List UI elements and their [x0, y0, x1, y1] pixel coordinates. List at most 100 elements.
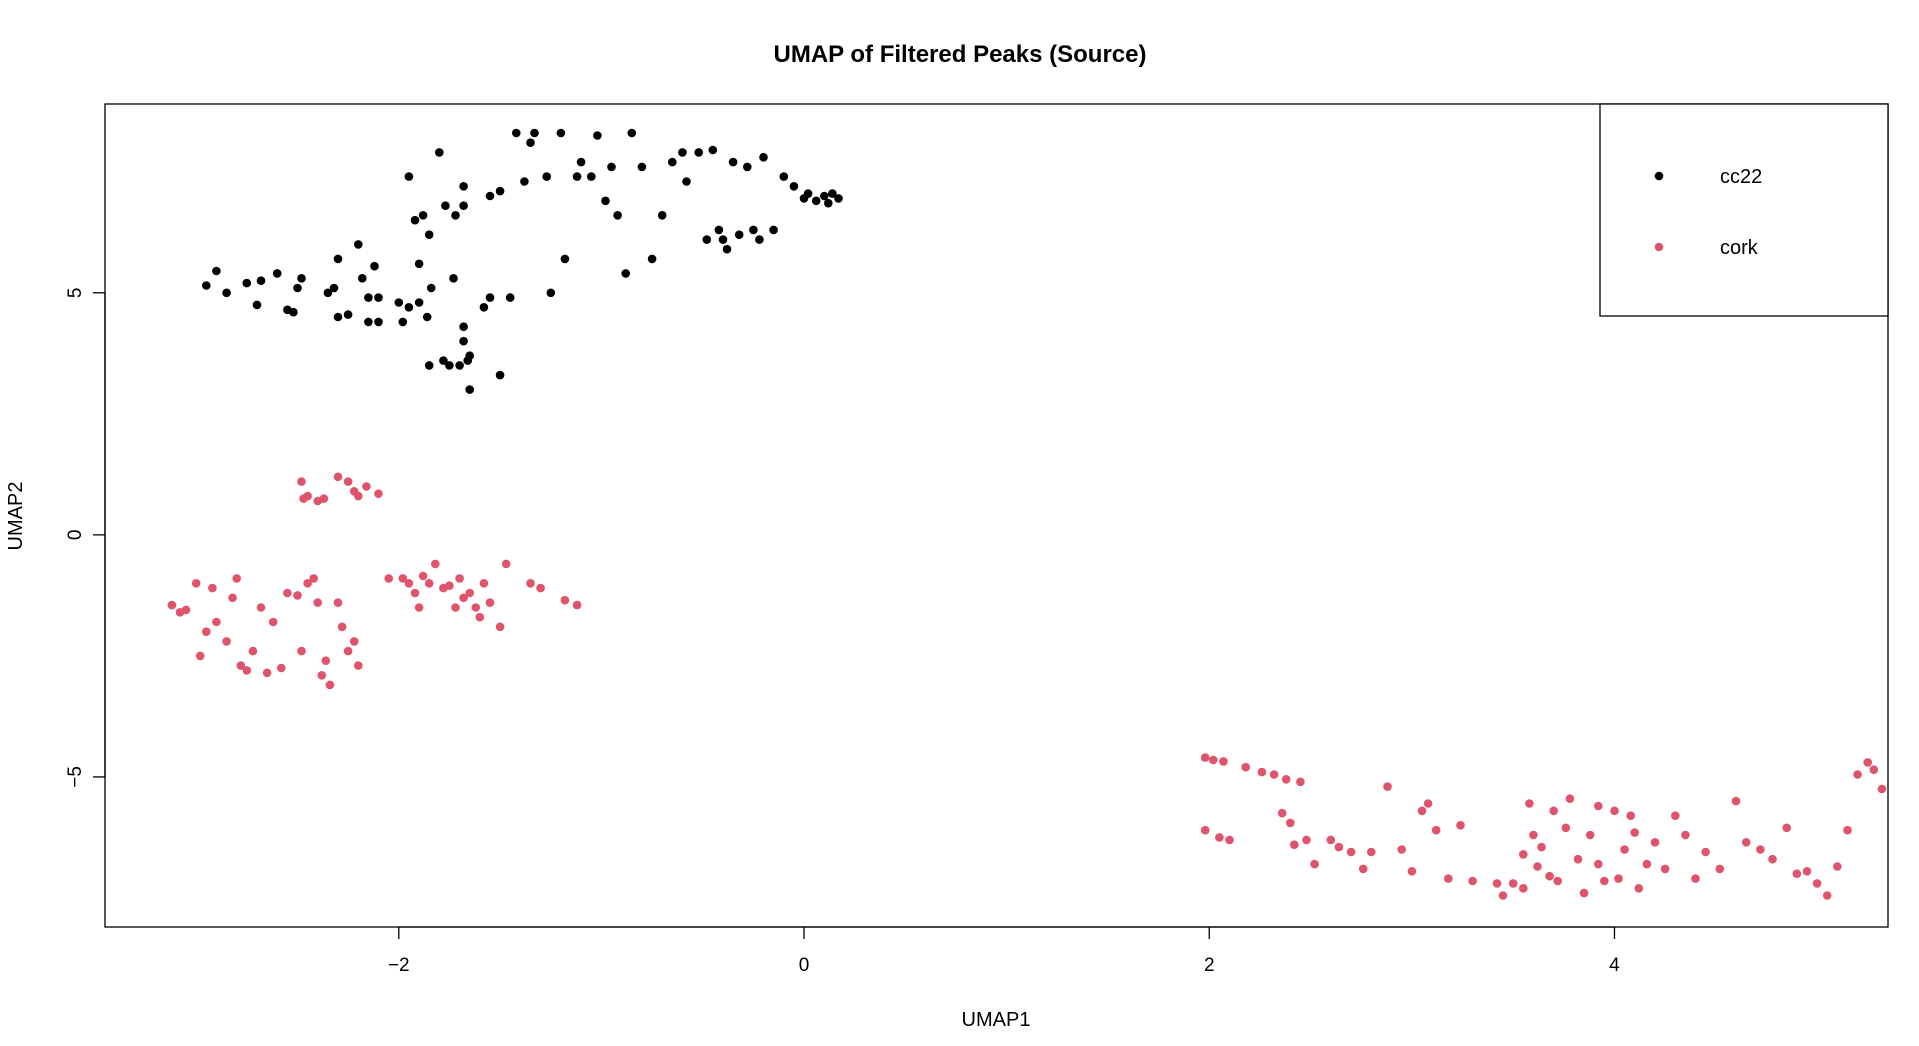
data-point-cc22 [242, 278, 252, 288]
data-point-cc22 [370, 261, 379, 271]
data-point-cork [572, 600, 582, 610]
data-point-cork [1492, 879, 1502, 888]
data-point-cc22 [512, 128, 521, 138]
x-axis-label: UMAP1 [962, 1009, 1031, 1031]
y-axis: −5 0 5 [65, 288, 106, 788]
data-point-cc22 [424, 230, 434, 239]
data-point-cork [414, 603, 424, 612]
data-point-cork [495, 622, 505, 632]
data-point-cork [1417, 806, 1427, 816]
x-tick-label: 0 [799, 955, 810, 976]
data-point-cork [1431, 825, 1441, 835]
data-point-cork [485, 598, 495, 607]
data-point-cc22 [743, 162, 752, 172]
data-point-cc22 [678, 148, 687, 157]
data-point-cc22 [779, 172, 789, 181]
data-point-cc22 [722, 244, 732, 254]
data-point-cc22 [333, 312, 343, 322]
data-point-cork [1634, 884, 1644, 893]
data-point-cork [1269, 770, 1279, 779]
data-point-cork [465, 588, 475, 598]
data-point-cork [293, 591, 302, 600]
data-point-cork [1525, 799, 1534, 808]
data-point-cork [1812, 879, 1822, 888]
data-point-cc22 [495, 370, 505, 380]
data-point-cork [431, 559, 440, 569]
data-point-cork [1681, 830, 1690, 840]
data-point-cc22 [576, 157, 586, 167]
data-point-cc22 [422, 312, 432, 322]
data-point-cork [1768, 854, 1777, 864]
data-point-cork [455, 574, 464, 583]
data-point-cc22 [398, 317, 408, 327]
data-point-cc22 [526, 138, 535, 147]
legend-box [1599, 103, 1889, 317]
data-point-cork [1407, 867, 1417, 876]
data-point-cc22 [613, 211, 622, 220]
y-tick-label: 0 [65, 530, 86, 541]
data-point-cork [410, 588, 420, 598]
data-point-cork [1691, 874, 1700, 883]
data-point-cork [1200, 753, 1210, 762]
data-point-cork [1549, 806, 1558, 816]
data-point-cc22 [668, 157, 677, 167]
data-point-cork [1620, 845, 1629, 854]
data-point-cork [1508, 879, 1518, 888]
data-point-cork [418, 571, 428, 581]
data-point-cork [354, 491, 363, 501]
data-point-cc22 [465, 385, 475, 394]
data-point-cork [1215, 833, 1224, 842]
data-point-cc22 [560, 254, 570, 264]
data-point-cork [1594, 859, 1603, 869]
data-point-cork [475, 612, 485, 622]
data-point-cork [1286, 818, 1295, 828]
data-point-cc22 [343, 310, 353, 319]
data-point-cc22 [455, 361, 464, 370]
data-point-cork [1219, 757, 1228, 766]
data-point-cork [1614, 874, 1623, 883]
data-point-cork [1456, 821, 1465, 830]
data-point-cork [1650, 838, 1660, 847]
x-tick-label: 2 [1204, 955, 1215, 976]
data-point-cc22 [714, 225, 724, 235]
data-point-cc22 [374, 317, 383, 327]
data-point-cork [195, 651, 205, 661]
data-point-cc22 [323, 288, 333, 298]
data-point-cc22 [637, 162, 647, 172]
data-point-cork [1600, 876, 1609, 886]
data-point-cork [208, 583, 217, 593]
data-point-cork [343, 646, 353, 656]
data-point-cc22 [459, 322, 468, 332]
data-point-cork [333, 472, 343, 482]
legend-marker-cc22 [1654, 171, 1664, 181]
data-point-cc22 [495, 186, 505, 196]
data-point-cc22 [333, 254, 343, 264]
data-point-cork [1519, 884, 1528, 893]
data-point-cc22 [828, 189, 837, 198]
data-point-cc22 [445, 361, 454, 370]
data-point-cork [1529, 830, 1538, 840]
data-point-cork [262, 668, 272, 678]
data-point-cork [1383, 782, 1392, 791]
data-point-cc22 [289, 307, 298, 317]
data-point-cork [1731, 796, 1741, 806]
data-point-cork [362, 482, 371, 491]
data-point-cork [404, 579, 414, 588]
data-point-cc22 [485, 191, 495, 201]
data-point-cork [303, 491, 312, 501]
data-point-cork [501, 559, 511, 569]
data-point-cc22 [252, 300, 262, 310]
data-point-cc22 [439, 356, 448, 365]
data-point-cork [424, 579, 434, 588]
data-point-cork [1423, 799, 1433, 808]
data-point-cc22 [404, 303, 414, 312]
data-point-cork [212, 617, 221, 627]
data-point-cc22 [364, 293, 373, 302]
data-point-cc22 [463, 356, 473, 365]
data-point-cc22 [755, 235, 764, 244]
data-point-cork [1642, 859, 1652, 869]
data-point-cork [1843, 825, 1852, 835]
data-point-cork [1326, 835, 1336, 845]
data-point-cork [1594, 801, 1603, 811]
data-point-cork [1741, 838, 1751, 847]
